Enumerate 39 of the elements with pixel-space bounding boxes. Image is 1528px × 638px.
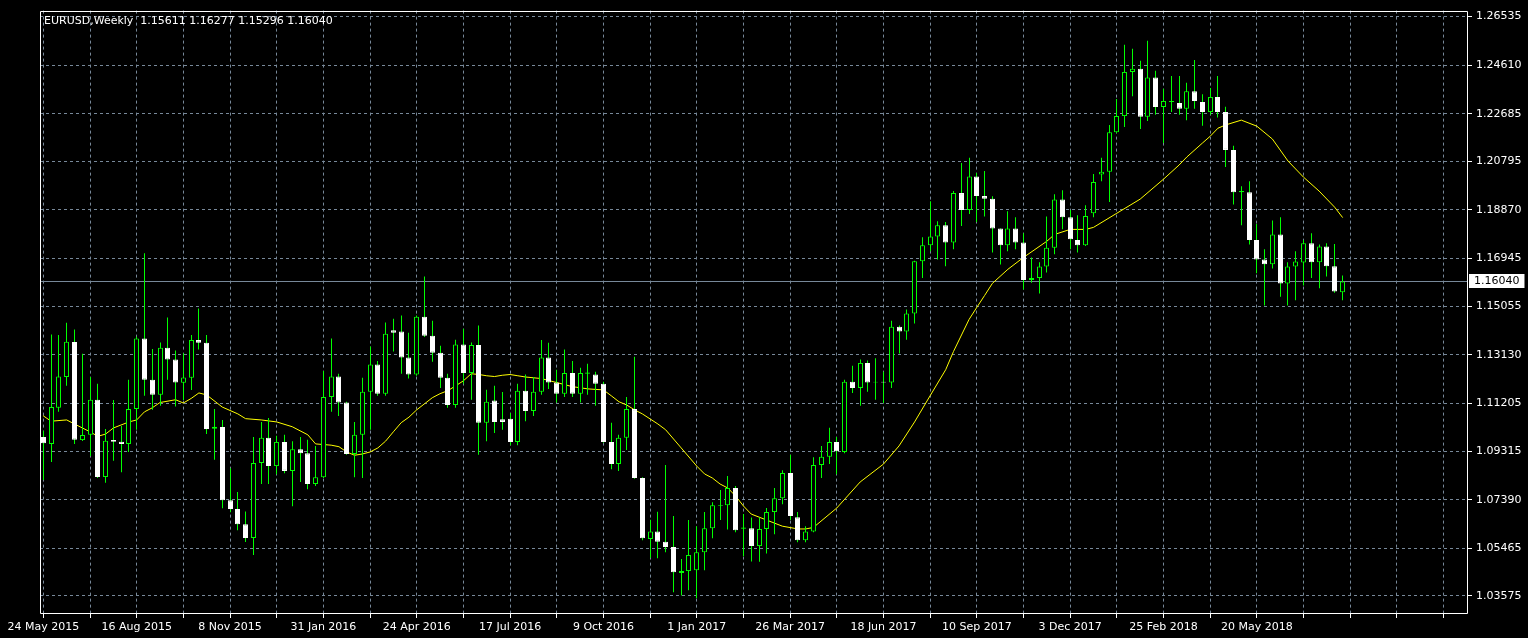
candlestick (298, 437, 303, 483)
candlestick (500, 391, 505, 430)
candlestick (80, 353, 85, 441)
x-tick-label: 24 Apr 2016 (382, 620, 451, 634)
y-tick-label: 1.13130 (1476, 347, 1522, 361)
y-tick-label: 1.24610 (1476, 57, 1522, 71)
candlestick (1293, 251, 1298, 301)
y-tick-label: 1.16945 (1476, 251, 1522, 265)
x-tick-label: 3 Dec 2017 (1038, 620, 1102, 634)
x-tick-label: 31 Jan 2016 (290, 620, 357, 634)
candlestick (196, 308, 201, 350)
y-tick-label: 1.03575 (1476, 588, 1522, 602)
chart-title: EURUSD,Weekly 1.15611 1.16277 1.15296 1.16040 (44, 14, 333, 28)
candlestick (1169, 75, 1174, 113)
x-tick-label: 24 May 2015 (7, 620, 80, 634)
candlestick (391, 318, 396, 352)
y-tick-label: 1.15055 (1476, 299, 1522, 313)
y-tick-label: 1.26535 (1476, 9, 1522, 23)
x-tick-label: 10 Sep 2017 (941, 620, 1012, 634)
y-tick-label: 1.05465 (1476, 541, 1522, 555)
y-tick-label: 1.20795 (1476, 154, 1522, 168)
y-tick-label: 1.09315 (1476, 443, 1522, 457)
candlestick (982, 171, 987, 217)
x-tick-label: 25 Feb 2018 (1129, 620, 1198, 634)
x-tick-label: 20 May 2018 (1220, 620, 1293, 634)
x-tick-label: 18 Jun 2017 (850, 620, 917, 634)
x-tick-label: 9 Oct 2016 (572, 620, 634, 634)
y-tick-label: 1.18870 (1476, 202, 1522, 216)
y-tick-label: 1.11205 (1476, 396, 1522, 410)
x-tick-label: 17 Jul 2016 (478, 620, 542, 634)
x-tick-label: 26 Mar 2017 (755, 620, 825, 634)
y-tick-label: 1.07390 (1476, 492, 1522, 506)
x-tick-label: 1 Jan 2017 (667, 620, 727, 634)
y-tick-label: 1.22685 (1476, 106, 1522, 120)
x-tick-label: 8 Nov 2015 (198, 620, 262, 634)
candlestick (663, 465, 668, 553)
ref-line-label: 1.16040 (1474, 274, 1520, 288)
candlestick (1262, 249, 1267, 306)
x-tick-label: 16 Aug 2015 (101, 620, 172, 634)
